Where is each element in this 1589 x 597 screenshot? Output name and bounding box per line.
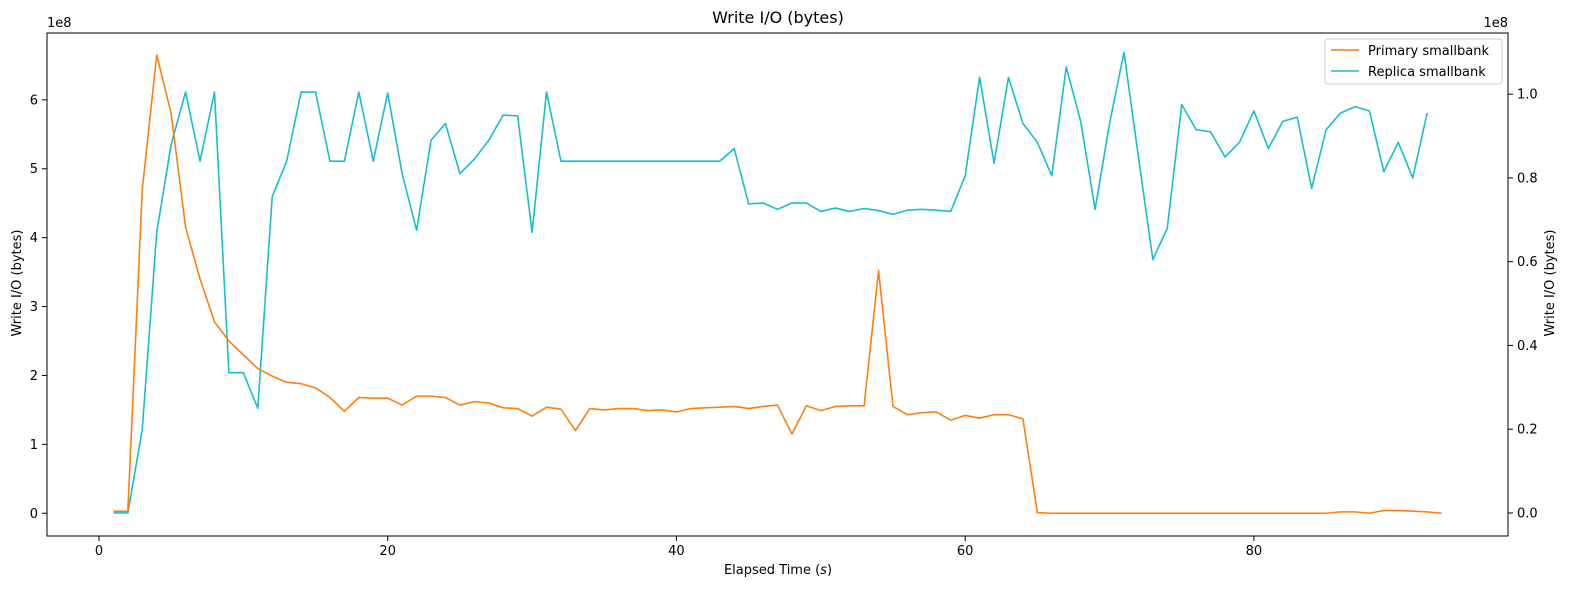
plot-area-frame — [46, 32, 1509, 537]
y-left-tick-label: 5 — [30, 162, 38, 177]
x-tick-label: 20 — [379, 544, 396, 559]
y-right-tick-label: 1.0 — [1517, 88, 1538, 103]
y-left-tick-label: 0 — [30, 507, 38, 522]
y-left-tick-label: 3 — [30, 300, 38, 315]
legend: Primary smallbank Replica smallbank — [1324, 38, 1503, 85]
y-axis-left-label: Write I/O (bytes) — [10, 230, 25, 337]
legend-label-replica: Replica smallbank — [1368, 65, 1486, 80]
x-tick-label: 40 — [668, 544, 685, 559]
y-left-tick-label: 6 — [30, 93, 38, 108]
y-right-tick-label: 0.4 — [1517, 339, 1538, 354]
legend-label-primary: Primary smallbank — [1368, 44, 1489, 59]
y-right-tick-label: 0.2 — [1517, 423, 1538, 438]
legend-box — [1324, 38, 1503, 85]
y-right-tick-label: 0.8 — [1517, 171, 1538, 186]
right-axis-offset: 1e8 — [1483, 16, 1508, 31]
y-axis-right-label: Write I/O (bytes) — [1543, 230, 1558, 337]
series-line-primary — [113, 54, 1442, 515]
y-right-tick-label: 0.6 — [1517, 255, 1538, 270]
chart-title: Write I/O (bytes) — [712, 8, 844, 27]
y-left-tick-label: 2 — [30, 369, 38, 384]
y-right-tick-label: 0.0 — [1517, 506, 1538, 521]
series-line-replica — [113, 51, 1428, 514]
x-tick-label: 60 — [957, 544, 974, 559]
y-left-tick-label: 1 — [30, 438, 38, 453]
left-axis-offset: 1e8 — [47, 16, 72, 31]
x-tick-label: 80 — [1246, 544, 1263, 559]
x-axis-label: Elapsed Time (s) — [724, 563, 832, 578]
x-tick-label: 0 — [95, 544, 103, 559]
y-left-tick-label: 4 — [30, 231, 38, 246]
